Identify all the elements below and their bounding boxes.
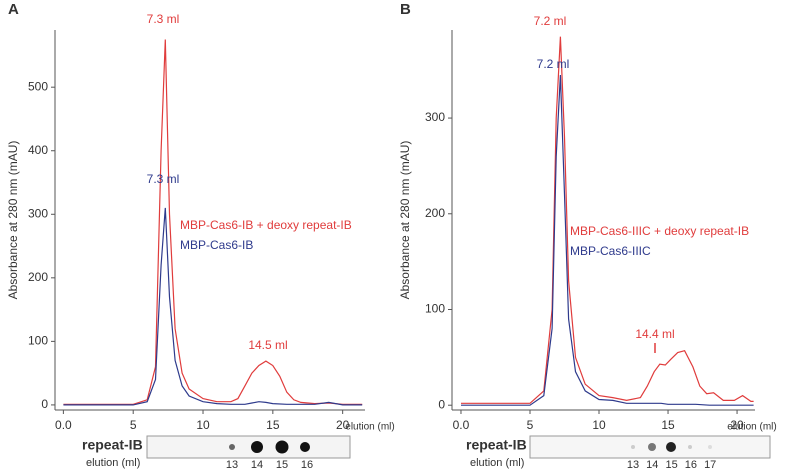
x-tick-label: 10 [592,418,606,432]
x-tick-label: 0.0 [55,418,72,432]
y-axis-label: Absorbance at 280 nm (mAU) [6,141,20,300]
x-tick-label: 5 [130,418,137,432]
y-axis-label: Absorbance at 280 nm (mAU) [398,141,412,300]
x-axis-label: elution (ml) [727,422,776,433]
annotation: 14.5 ml [248,338,287,352]
blot-fraction: 14 [251,459,263,471]
x-tick-label: 15 [266,418,280,432]
x-tick-label: 20 [336,418,350,432]
x-tick-label: 20 [730,418,744,432]
x-tick-label: 0.0 [453,418,470,432]
y-tick-label: 400 [28,143,48,157]
legend-entry: MBP-Cas6-IIIC + deoxy repeat-IB [570,224,749,238]
blot-dot [300,442,310,452]
y-tick-label: 200 [28,270,48,284]
legend-entry: MBP-Cas6-IB + deoxy repeat-IB [180,218,352,232]
series-line [461,36,754,404]
legend-entry: MBP-Cas6-IIIC [570,244,651,258]
blot-fraction: 15 [665,459,677,471]
y-tick-label: 100 [28,334,48,348]
blot-dot [666,442,676,452]
x-tick-label: 10 [196,418,210,432]
annotation: 7.3 ml [147,172,180,186]
blot-b [529,435,771,459]
y-tick-label: 200 [425,206,445,220]
blot-fraction: 17 [704,459,716,471]
y-tick-label: 300 [425,110,445,124]
blot-fraction: 15 [276,459,288,471]
annotation: 14.4 ml [635,327,674,341]
y-tick-label: 100 [425,302,445,316]
blot-dot [631,445,635,449]
blot-label: repeat-IB [82,437,143,453]
series-line [461,74,754,406]
x-tick-label: 15 [661,418,675,432]
blot-dot [251,441,263,453]
blot-label: repeat-IB [466,437,527,453]
blot-fraction: 14 [646,459,658,471]
blot-dot [708,445,712,449]
y-tick-label: 0 [438,397,445,411]
blot-sublabel: elution (ml) [86,457,140,469]
legend-entry: MBP-Cas6-IB [180,238,253,252]
panel-label: A [8,1,19,18]
x-axis-label: elution (ml) [345,422,394,433]
blot-dot [275,440,289,454]
blot-dot [648,443,656,451]
blot-dot [229,444,235,450]
series-line [63,207,363,406]
blot-fraction: 13 [226,459,238,471]
blot-fraction: 16 [301,459,313,471]
blot-fraction: 16 [685,459,697,471]
series-line [63,39,363,405]
y-tick-label: 0 [41,397,48,411]
blot-sublabel: elution (ml) [470,457,524,469]
annotation: 7.3 ml [147,12,180,26]
x-tick-label: 5 [527,418,534,432]
annotation: 7.2 ml [534,14,567,28]
y-tick-label: 500 [28,79,48,93]
blot-a [146,435,351,459]
annotation: 7.2 ml [537,57,570,71]
blot-fraction: 13 [627,459,639,471]
blot-dot [688,445,692,449]
panel-label: B [400,1,411,18]
y-tick-label: 300 [28,206,48,220]
blot-strip [146,435,351,459]
